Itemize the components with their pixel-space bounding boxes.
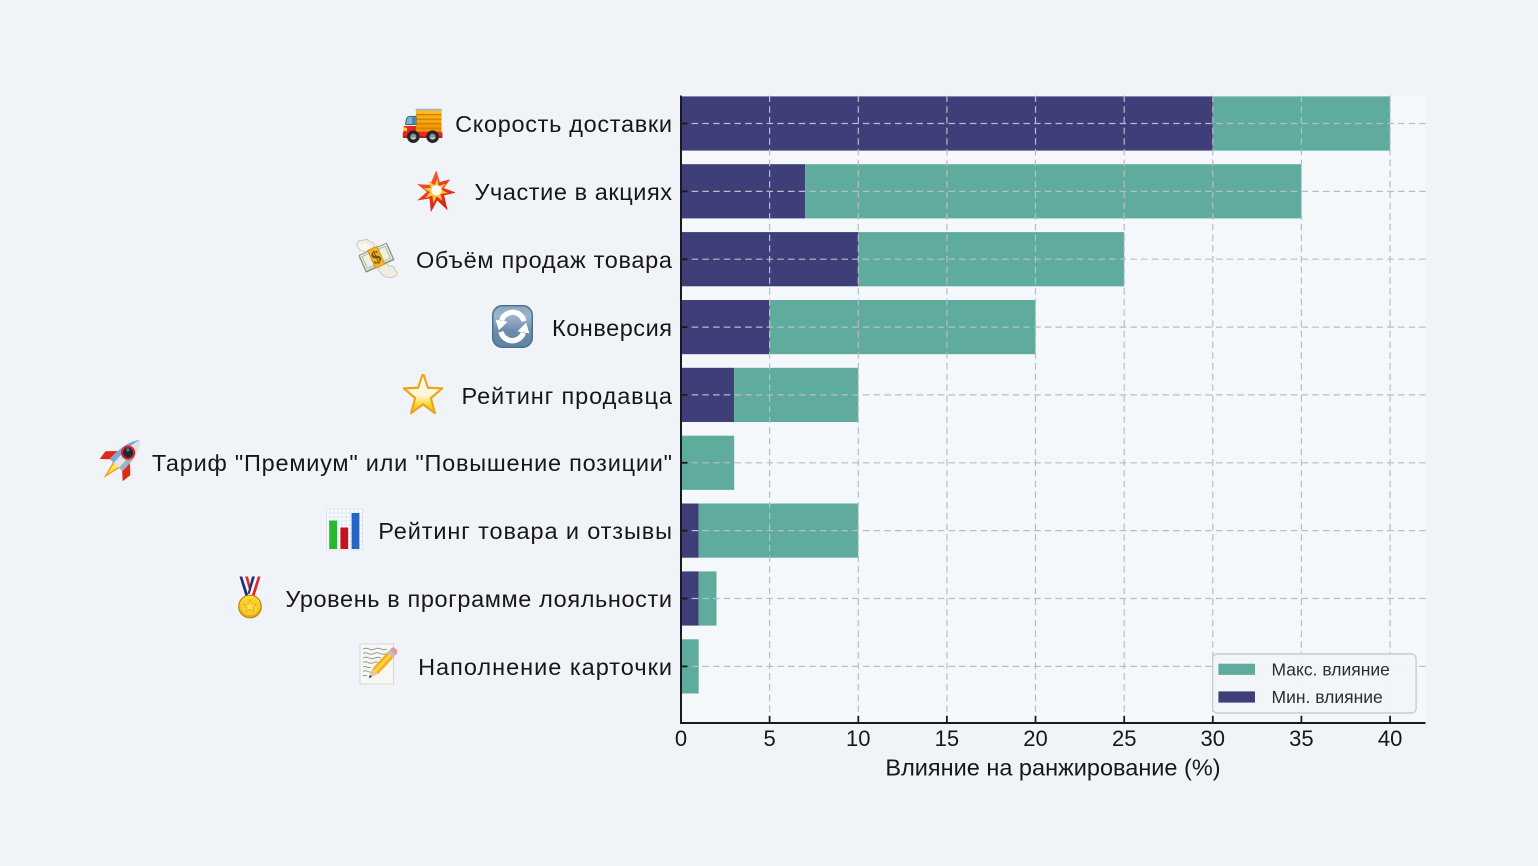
svg-text:Мин. влияние: Мин. влияние [1272, 687, 1383, 707]
svg-text:35: 35 [1289, 726, 1313, 751]
svg-text:Макс. влияние: Макс. влияние [1272, 659, 1390, 679]
svg-text:20: 20 [1023, 726, 1047, 751]
svg-text:30: 30 [1201, 726, 1225, 751]
svg-text:15: 15 [935, 726, 959, 751]
svg-text:0: 0 [675, 726, 687, 751]
svg-text:40: 40 [1378, 726, 1402, 751]
svg-text:25: 25 [1112, 726, 1136, 751]
svg-text:Влияние на ранжирование (%): Влияние на ранжирование (%) [885, 755, 1220, 781]
svg-text:5: 5 [763, 726, 775, 751]
svg-text:10: 10 [846, 726, 870, 751]
